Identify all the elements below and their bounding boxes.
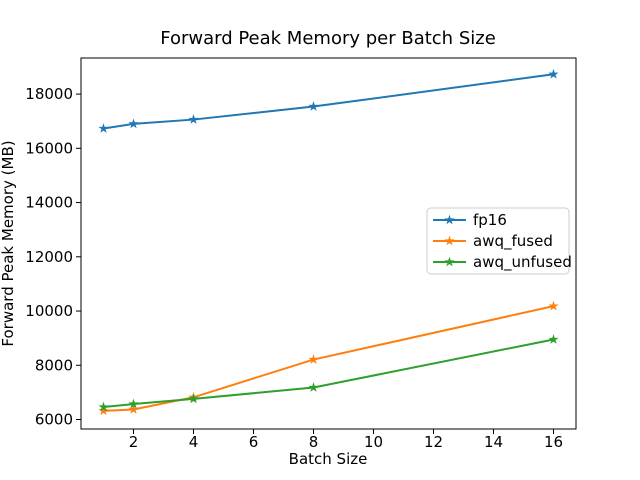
series-line-awq_unfused [103,338,554,409]
series-marker-awq_unfused [128,398,139,409]
y-tick-label: 14000 [25,194,73,212]
data-series [98,68,559,416]
series-line-awq_fused [103,305,554,412]
y-tick-label: 16000 [25,139,73,157]
y-tick-label: 18000 [25,85,73,103]
y-axis-ticks: 6000 8000 10000 12000 14000 16000 18000 [25,85,81,429]
series-marker-fp16 [548,68,559,79]
x-tick-label: 6 [249,433,259,451]
plot-border [80,57,577,430]
x-tick-label: 14 [484,433,503,451]
series-line-fp16 [103,73,554,130]
legend-entry-awq_unfused: awq_unfused [433,253,572,272]
legend-marker [444,214,455,225]
chart-title: Forward Peak Memory per Batch Size [160,28,496,49]
series-marker-awq_unfused [98,401,109,412]
legend-box [426,207,570,275]
legend-entry-fp16: fp16 [433,211,507,229]
series-marker-awq_fused [98,405,109,416]
legend-marker [444,256,455,267]
series-marker-awq_unfused [188,393,199,404]
y-tick-label: 8000 [35,356,73,374]
series-marker-awq_fused [128,404,139,414]
legend-marker [444,235,455,246]
x-tick-label: 2 [129,433,139,451]
x-axis-ticks: 2 4 6 8 10 12 14 16 [129,429,563,451]
legend-label: awq_fused [473,232,553,251]
series-marker-awq_unfused [548,334,559,344]
plot-frame [80,57,577,430]
series-marker-fp16 [308,101,319,111]
y-axis-label: Forward Peak Memory (MB) [0,140,17,346]
x-tick-label: 16 [544,433,563,451]
series-marker-awq_unfused [308,382,319,392]
y-tick-label: 12000 [25,248,73,266]
x-tick-label: 12 [424,433,443,451]
series-marker-awq_fused [548,300,559,311]
x-axis-label: Batch Size [289,450,368,468]
legend-label: fp16 [473,211,507,229]
legend-entry-awq_fused: awq_fused [433,232,553,251]
series-marker-fp16 [98,123,109,133]
x-tick-label: 8 [309,433,319,451]
series-marker-awq_fused [308,354,319,364]
x-tick-label: 10 [364,433,383,451]
series-marker-fp16 [188,114,199,124]
series-marker-fp16 [128,118,139,129]
y-tick-label: 6000 [35,411,73,429]
x-tick-label: 4 [189,433,199,451]
y-tick-label: 10000 [25,302,73,320]
legend-label: awq_unfused [473,253,572,272]
legend: fp16 awq_fused awq_unfused [426,207,572,275]
